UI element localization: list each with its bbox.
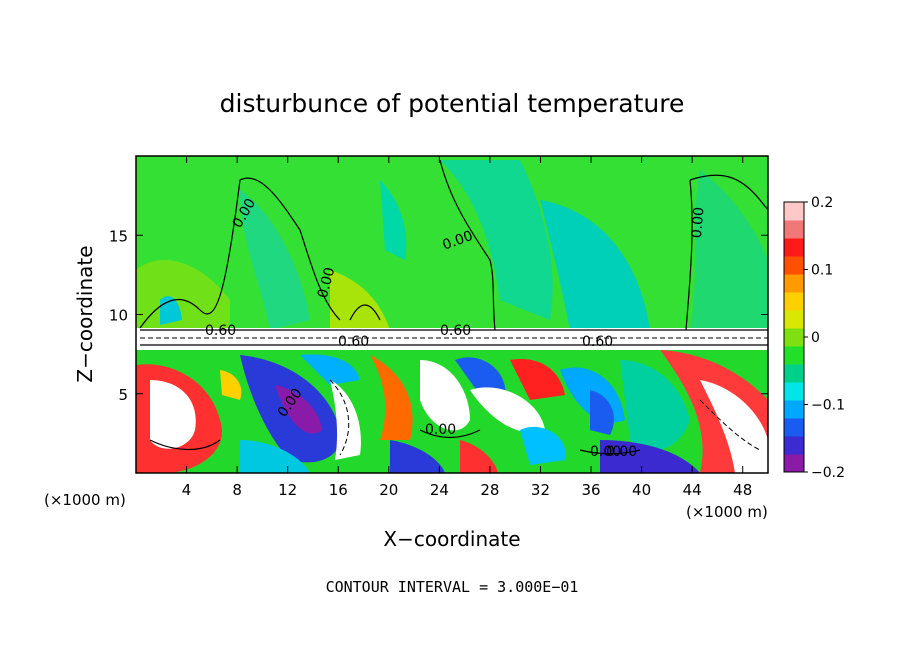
- contour-label: 0.00: [425, 422, 456, 438]
- x-tick-label: 24: [430, 481, 449, 499]
- colorbar-swatch: [784, 202, 804, 221]
- field-blob: [300, 354, 360, 385]
- contour-label: 0.00: [315, 266, 339, 300]
- field-blob: [540, 200, 650, 330]
- field-blob: [460, 440, 498, 473]
- colorbar-swatch: [784, 382, 804, 401]
- y-axis: 5 10 15: [109, 227, 768, 404]
- colorbar-tick-label: 0.1: [811, 263, 833, 279]
- colorbar-ticks: 0.2 0.1 0 −0.1 −0.2: [804, 195, 845, 481]
- colorbar-tick-label: 0.2: [811, 195, 833, 211]
- colorbar-swatch: [784, 256, 804, 275]
- colorbar-swatch: [784, 436, 804, 455]
- colorbar-tick-label: −0.2: [811, 465, 845, 481]
- field-blob: [470, 387, 545, 433]
- field-blob: [330, 380, 361, 460]
- field-blob: [370, 355, 413, 440]
- transition-band: [136, 328, 768, 352]
- x-tick-label: 28: [480, 481, 499, 499]
- colorbar-swatch: [784, 310, 804, 329]
- field-blob: [520, 426, 566, 465]
- dashed-contour: [699, 399, 761, 451]
- contour-line: [419, 429, 481, 439]
- contour-line: [439, 159, 496, 331]
- contour-label: 0.60: [440, 323, 471, 339]
- dashed-contour: [329, 379, 350, 456]
- x-axis: 4 8 12 16 20 24 28 32 36 40 44 48: [182, 156, 752, 499]
- field-blob: [240, 190, 310, 330]
- y-tick-label: 15: [109, 227, 128, 245]
- field-blob: [620, 360, 690, 451]
- contour-line: [579, 449, 641, 455]
- field-blob: [136, 260, 230, 330]
- contour-interval-note: CONTOUR INTERVAL = 3.000E−01: [326, 578, 579, 596]
- field-blob: [330, 270, 390, 330]
- field-blob: [420, 360, 470, 431]
- x-tick-label: 48: [733, 481, 752, 499]
- contour-label: 0.60: [205, 323, 236, 339]
- colorbar-swatch: [784, 400, 804, 419]
- field-blob: [390, 440, 445, 473]
- x-tick-label: 12: [278, 481, 297, 499]
- contour-label: 0.60: [338, 334, 369, 350]
- y-unit-label: (×1000 m): [686, 503, 768, 521]
- contour-label: 0.00: [689, 206, 708, 238]
- x-tick-label: 32: [531, 481, 550, 499]
- field-blob: [700, 380, 768, 473]
- field-blob: [275, 385, 322, 434]
- x-tick-label: 16: [329, 481, 348, 499]
- plot-area: 0.00 0.00 0.00 0.00 0.00 0.00 0.60 0.60 …: [136, 156, 768, 473]
- contour-line: [149, 439, 221, 451]
- y-tick-label: 10: [109, 307, 128, 325]
- field-blob: [690, 170, 768, 330]
- field-blob: [380, 180, 407, 260]
- contour-line: [139, 177, 341, 329]
- contour-label: 0.00: [606, 444, 637, 460]
- colorbar-swatch: [784, 328, 804, 347]
- x-tick-label: 36: [581, 481, 600, 499]
- x-unit-label: (×1000 m): [44, 491, 126, 509]
- colorbar: [784, 202, 804, 473]
- contour-lines: [139, 159, 768, 455]
- field-blob: [510, 359, 565, 400]
- contour-label: 0.00: [590, 444, 621, 460]
- field-blob: [240, 440, 310, 473]
- colorbar-swatch: [784, 238, 804, 257]
- upper-field-background: [136, 156, 768, 336]
- y-tick-label: 5: [118, 386, 128, 404]
- field-blob: [440, 160, 553, 320]
- contour-label: 0.60: [582, 334, 613, 350]
- field-blob: [600, 440, 700, 473]
- x-tick-label: 4: [182, 481, 192, 499]
- colorbar-tick-label: −0.1: [811, 398, 845, 414]
- x-axis-label: X−coordinate: [383, 527, 520, 551]
- colorbar-swatch: [784, 364, 804, 383]
- x-tick-label: 8: [232, 481, 242, 499]
- colorbar-swatch: [784, 220, 804, 239]
- chart-title: disturbunce of potential temperature: [220, 89, 685, 118]
- colorbar-tick-label: 0: [811, 330, 820, 346]
- colorbar-swatch: [784, 346, 804, 365]
- x-tick-label: 44: [683, 481, 702, 499]
- colorbar-swatch: [784, 274, 804, 293]
- contour-line: [689, 174, 768, 211]
- field-blob: [590, 390, 614, 435]
- negative-contours: [140, 337, 768, 456]
- contour-line: [685, 179, 693, 331]
- contour-line: [349, 304, 381, 321]
- field-blob: [150, 380, 196, 449]
- field-blob: [220, 370, 242, 400]
- colorbar-swatch: [784, 418, 804, 437]
- x-tick-label: 20: [379, 481, 398, 499]
- colorbar-swatch: [784, 454, 804, 473]
- x-tick-label: 40: [632, 481, 651, 499]
- colorbar-swatch: [784, 292, 804, 311]
- y-axis-label: Z−coordinate: [73, 245, 97, 382]
